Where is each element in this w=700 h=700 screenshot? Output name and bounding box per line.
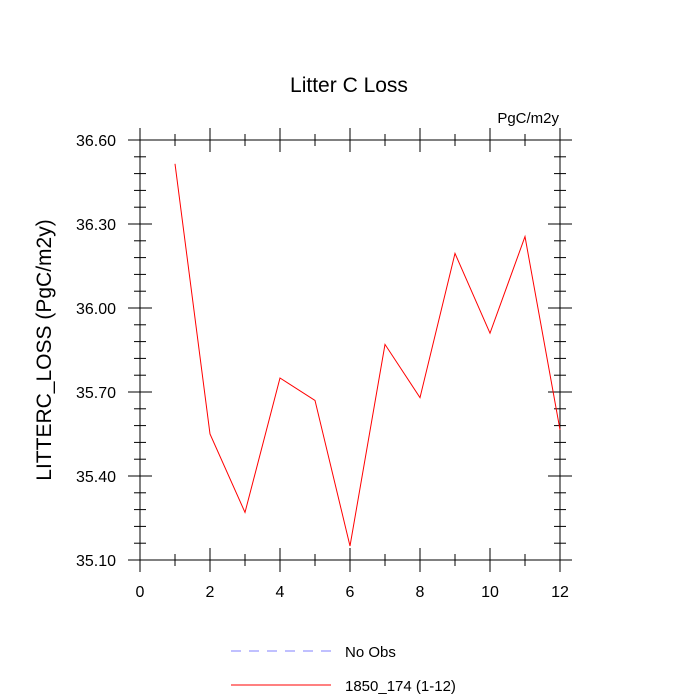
axis-ticks: 0 2 4 6 8 10 12 35.10 35.40 35.70 36.00 36.30 36.60 — [76, 128, 572, 601]
x-tick-label: 2 — [206, 584, 215, 601]
legend-label-1850-174: 1850_174 (1-12) — [345, 678, 456, 695]
y-tick-label: 35.70 — [76, 385, 116, 402]
x-tick-label: 10 — [481, 584, 499, 601]
y-tick-label: 36.30 — [76, 217, 116, 234]
units-label: PgC/m2y — [497, 110, 559, 127]
plot-frame — [139, 139, 561, 561]
y-tick-label: 35.10 — [76, 553, 116, 570]
x-tick-label: 4 — [276, 584, 285, 601]
y-tick-label: 36.00 — [76, 301, 116, 318]
series-layer — [174, 163, 561, 547]
chart-title: Litter C Loss — [290, 74, 408, 97]
x-tick-label: 12 — [551, 584, 569, 601]
x-tick-label: 0 — [136, 584, 145, 601]
y-tick-label: 36.60 — [76, 133, 116, 150]
y-tick-label: 35.40 — [76, 469, 116, 486]
y-axis-label: LITTERC_LOSS (PgC/m2y) — [33, 219, 56, 480]
x-tick-label: 6 — [346, 584, 355, 601]
series-line — [174, 163, 561, 547]
x-tick-label: 8 — [416, 584, 425, 601]
legend: No Obs 1850_174 (1-12) — [231, 644, 456, 695]
legend-label-no-obs: No Obs — [345, 644, 396, 661]
